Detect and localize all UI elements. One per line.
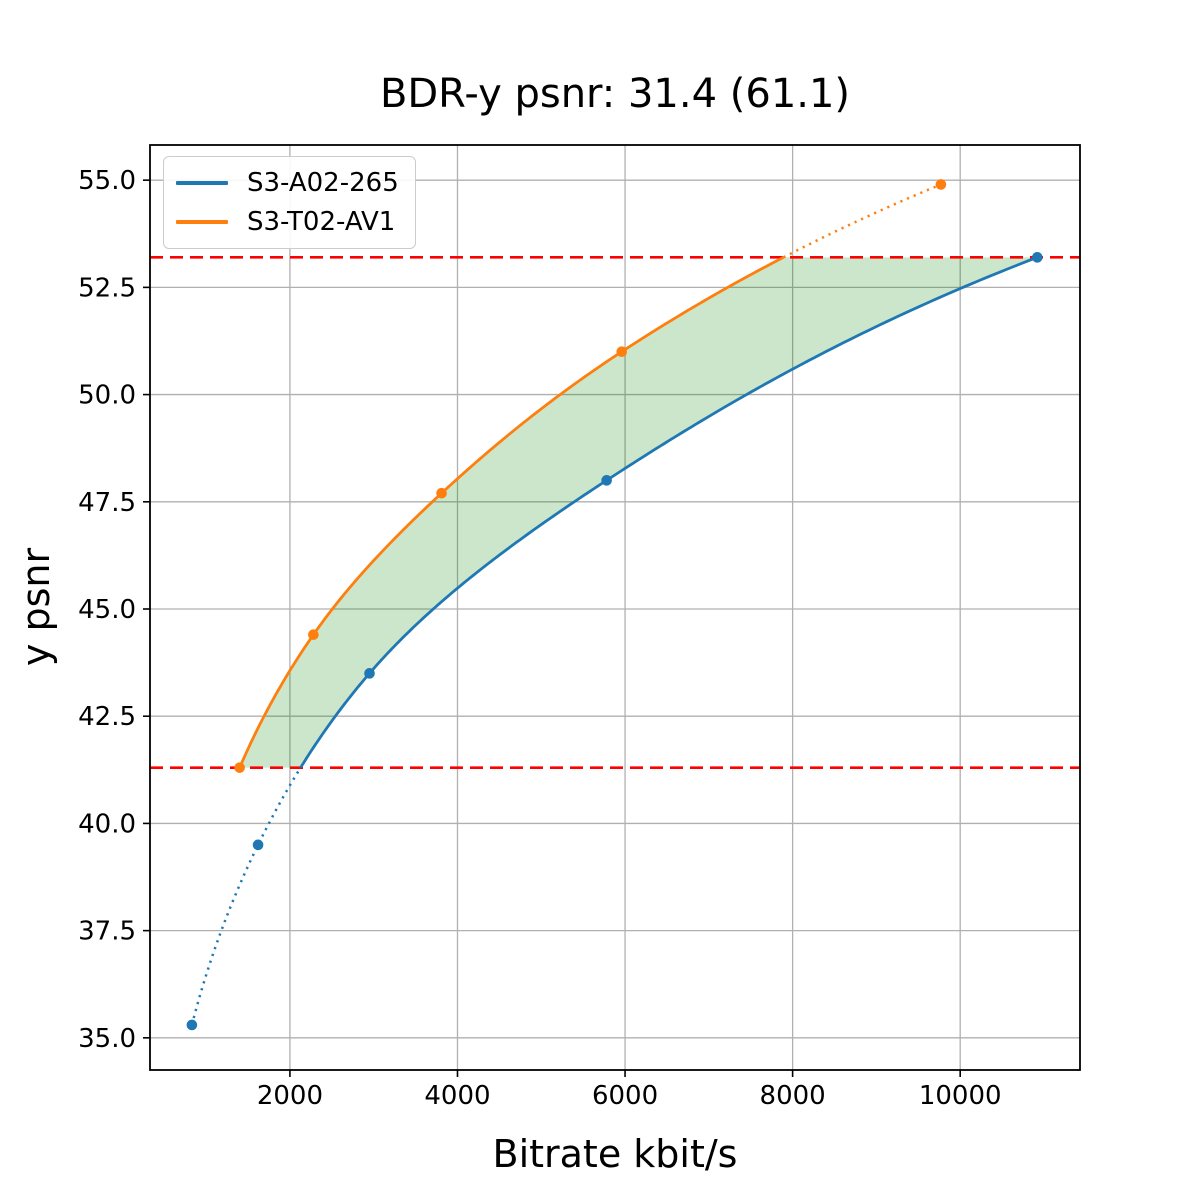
x-tick-label: 8000	[760, 1081, 826, 1111]
legend-line-swatch	[176, 220, 228, 224]
x-tick-label: 6000	[592, 1081, 658, 1111]
x-tick-label: 4000	[424, 1081, 490, 1111]
legend: S3-A02-265 S3-T02-AV1	[163, 156, 416, 249]
bd-shaded-area	[239, 257, 1038, 768]
legend-item: S3-A02-265	[176, 168, 399, 198]
y-tick-label: 47.5	[78, 488, 136, 518]
y-tick-label: 45.0	[78, 595, 136, 625]
data-point-marker	[308, 629, 319, 641]
x-tick-label: 10000	[919, 1081, 1002, 1111]
data-point-marker	[364, 668, 375, 679]
x-tick-label: 2000	[257, 1081, 323, 1111]
chart-title: BDR-y psnr: 31.4 (61.1)	[379, 71, 851, 117]
y-axis-label: y psnr	[14, 547, 58, 667]
legend-label: S3-A02-265	[247, 168, 399, 198]
legend-line-swatch	[176, 181, 228, 185]
data-point-marker	[252, 839, 264, 851]
data-point-marker	[601, 475, 612, 486]
y-tick-label: 42.5	[78, 702, 136, 732]
y-tick-label: 37.5	[78, 917, 136, 947]
series-1-dotted-line	[190, 767, 302, 1026]
data-point-marker	[935, 179, 947, 190]
legend-item: S3-T02-AV1	[176, 207, 399, 237]
x-axis-label: Bitrate kbit/s	[492, 1132, 738, 1176]
legend-label: S3-T02-AV1	[247, 207, 396, 237]
data-point-marker	[186, 1019, 198, 1031]
y-tick-label: 52.5	[78, 273, 136, 303]
y-tick-label: 55.0	[78, 166, 136, 196]
series-1-solid-line	[299, 256, 1038, 769]
data-point-marker	[436, 487, 447, 499]
data-point-marker	[616, 346, 628, 357]
axes-frame	[149, 144, 1081, 1071]
series-2-dotted-line	[782, 183, 942, 259]
data-point-marker	[1031, 252, 1043, 263]
data-point-marker	[234, 762, 245, 773]
y-tick-label: 35.0	[78, 1024, 136, 1054]
y-tick-label: 50.0	[78, 381, 136, 411]
y-tick-label: 40.0	[78, 809, 136, 839]
